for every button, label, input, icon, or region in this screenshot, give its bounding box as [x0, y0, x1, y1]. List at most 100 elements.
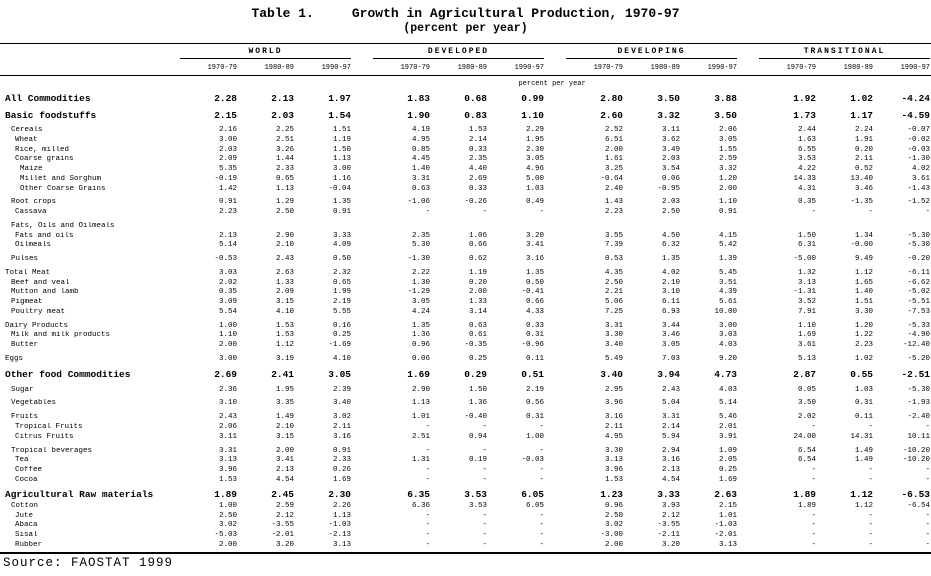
value-cell: 0.33: [468, 145, 487, 154]
value-cell: -: [482, 475, 487, 484]
value-cell: 4.02: [911, 165, 930, 174]
value-cell: -: [482, 208, 487, 217]
value-cell: 2.51: [275, 136, 294, 145]
value-cell: 1.36: [411, 331, 430, 340]
value-cell: 3.10: [661, 288, 680, 297]
value-cell: 1.00: [525, 432, 544, 441]
value-cell: 3.19: [275, 354, 294, 363]
value-cell: 1.42: [218, 184, 237, 193]
value-cell: -: [482, 511, 487, 520]
value-cell: 0.51: [521, 368, 544, 380]
table-row: Other food Commodities 2.69 2.41 3.05 1.69 0.…: [0, 369, 931, 382]
value-cell: 3.16: [525, 255, 544, 264]
value-cell: -: [425, 465, 430, 474]
value-cell: 3.00: [218, 136, 237, 145]
value-cell: 4.03: [718, 341, 737, 350]
value-cell: 3.30: [604, 331, 623, 340]
value-cell: 3.61: [797, 341, 816, 350]
value-cell: 3.32: [718, 165, 737, 174]
value-cell: -: [482, 465, 487, 474]
table-row: Agricultural Raw materials 1.89 2.45 2.30 6.…: [0, 489, 931, 502]
value-cell: -0.03: [907, 145, 930, 154]
value-cell: 1.90: [407, 109, 430, 121]
row-label: Coarse grains: [15, 155, 74, 164]
value-cell: 3.05: [411, 298, 430, 307]
value-cell: 5.13: [797, 354, 816, 363]
value-cell: -2.01: [714, 531, 737, 539]
value-cell: -: [925, 531, 930, 539]
value-cell: 2.02: [218, 278, 237, 287]
row-label: Total Meat: [5, 269, 51, 278]
value-cell: -1.03: [714, 521, 737, 530]
table-row: Basic foodstuffs 2.15 2.03 1.54 1.90 0.83 1.10…: [0, 110, 931, 123]
value-cell: -: [539, 465, 544, 474]
period-header: 1980-89: [843, 64, 873, 72]
value-cell: 0.50: [525, 278, 544, 287]
value-cell: 1.95: [275, 385, 294, 394]
value-cell: -: [482, 446, 487, 455]
value-cell: -: [482, 422, 487, 431]
value-cell: -6.54: [907, 501, 930, 510]
value-cell: 1.50: [468, 385, 487, 394]
value-cell: -: [482, 521, 487, 530]
value-cell: -: [539, 208, 544, 217]
value-cell: 10.00: [714, 307, 737, 316]
value-cell: 3.13: [218, 456, 237, 465]
value-cell: -0.95: [657, 184, 680, 193]
value-cell: -: [539, 422, 544, 431]
value-cell: 1.30: [411, 278, 430, 287]
value-cell: -: [811, 465, 816, 474]
table-row: Abaca 3.02 -3.55 -1.03 - - - 3.02 -3.55 -1.03 - - -: [0, 521, 931, 531]
value-cell: 5.14: [218, 241, 237, 250]
value-cell: 1.10: [218, 331, 237, 340]
table-row: Pulses -0.53 2.43 0.50 -1.30 0.62 3.16 0.53 1.35…: [0, 255, 931, 265]
value-cell: 1.17: [850, 109, 873, 121]
value-cell: 3.46: [854, 184, 873, 193]
value-cell: 3.05: [661, 341, 680, 350]
value-cell: 3.00: [218, 354, 237, 363]
value-cell: 1.13: [411, 399, 430, 408]
value-cell: -: [539, 511, 544, 520]
value-cell: 4.35: [604, 269, 623, 278]
value-cell: 0.26: [332, 465, 351, 474]
value-cell: 3.11: [661, 126, 680, 135]
value-cell: 3.02: [332, 413, 351, 422]
value-cell: 3.26: [275, 145, 294, 154]
value-cell: 14.31: [850, 432, 873, 441]
period-header: 1990-97: [900, 64, 930, 72]
value-cell: 1.51: [854, 298, 873, 307]
value-cell: 1.40: [854, 288, 873, 297]
source-note: Source: FAOSTAT 1999: [3, 556, 174, 571]
value-cell: 4.15: [718, 231, 737, 240]
table-row: Maize 5.35 2.33 3.00 1.40 4.40 4.96 3.25 3.54 3.3…: [0, 165, 931, 175]
value-cell: 2.59: [275, 501, 294, 510]
value-cell: -: [425, 446, 430, 455]
table-row: Jute 2.50 2.12 1.13 - - - 2.50 2.12 1.01 - - -: [0, 512, 931, 522]
row-label: Pulses: [11, 255, 39, 264]
value-cell: -5.33: [907, 321, 930, 330]
value-cell: 1.69: [332, 475, 351, 484]
table-row: Cocoa 1.53 4.54 1.69 - - - 1.53 4.54 1.69 - - -: [0, 476, 931, 486]
value-cell: 2.41: [271, 368, 294, 380]
page-title: Growth in Agricultural Production, 1970-…: [351, 6, 680, 21]
value-cell: 2.13: [275, 465, 294, 474]
value-cell: 3.32: [657, 109, 680, 121]
value-cell: 4.22: [797, 165, 816, 174]
value-cell: 1.16: [332, 174, 351, 183]
row-label: Jute: [15, 511, 34, 520]
table-row: Wheat 3.00 2.51 1.19 4.95 2.14 1.95 6.51 3.62 3.0…: [0, 136, 931, 146]
value-cell: 2.00: [604, 145, 623, 154]
value-cell: -0.04: [328, 184, 351, 193]
value-cell: -0.20: [907, 255, 930, 264]
row-label: Dairy Products: [5, 321, 69, 330]
table-row: Dairy Products 1.00 1.53 0.16 1.35 0.63 0.33 3.…: [0, 322, 931, 332]
table-row: Butter 2.00 1.12 -1.69 0.96 -0.35 -0.96 3.40 3.0…: [0, 341, 931, 351]
value-cell: 0.25: [718, 465, 737, 474]
value-cell: -: [539, 446, 544, 455]
value-cell: 6.54: [797, 456, 816, 465]
value-cell: 2.52: [604, 126, 623, 135]
value-cell: -: [811, 521, 816, 530]
value-cell: -: [539, 540, 544, 549]
value-cell: -0.26: [464, 198, 487, 207]
value-cell: 0.25: [332, 331, 351, 340]
